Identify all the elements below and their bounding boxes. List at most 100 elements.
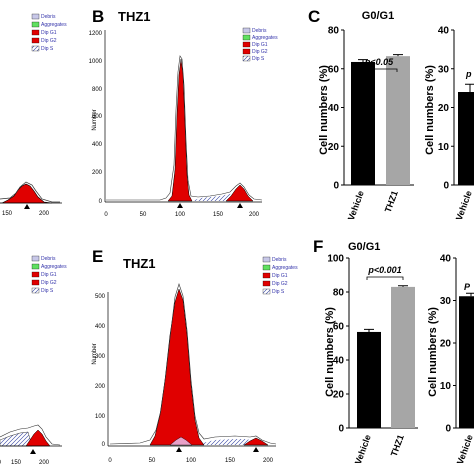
panel-e-histogram: E THZ1 Number 500 400 300 200 100 0 0 50… [92, 247, 298, 464]
panel-e-g1-marker [176, 447, 182, 452]
panel-b-g2-marker [237, 203, 243, 208]
panel-a-tick-150: 150 [2, 211, 13, 217]
panel-cr-ytick-label: 10 [438, 142, 450, 153]
panel-c-ytick-label: 60 [328, 64, 340, 75]
panel-b-xtick-0: 0 [104, 212, 108, 218]
panel-b-ytick-1000: 1000 [89, 59, 103, 65]
panel-e-ytick-200: 200 [95, 384, 106, 390]
panel-f-title: G0/G1 [348, 241, 380, 253]
panel-f-pvalue: p<0.001 [367, 265, 401, 275]
panel-c-right-bars [458, 83, 474, 185]
panel-e-outline [109, 283, 277, 445]
panel-b-ytick-200: 200 [92, 170, 103, 176]
panel-e-xtick-0: 0 [108, 458, 112, 464]
panel-a-legend-aggregates: Aggregates [41, 22, 67, 28]
panel-c-right-y-ticks: 0 10 20 30 40 [438, 26, 454, 192]
panel-c-bar-chart: C G0/G1 Cell numbers (%) 0 20 40 60 80 p<0.0… [308, 7, 414, 222]
panel-d-tick-150: 150 [11, 460, 22, 466]
panel-e-legend-aggregates: Aggregates [272, 265, 298, 271]
panel-c-errorbar-thz1 [393, 54, 403, 57]
panel-b-legend-debris-swatch [242, 27, 251, 34]
panel-c-cat-vehicle: Vehicle [346, 189, 366, 222]
panel-f-bar-thz1 [391, 286, 415, 428]
panel-c-right-cat-vehicle: Vehicle [454, 189, 474, 222]
panel-a-legend-g1: Dip G1 [41, 30, 57, 36]
panel-e-legend-g2: Dip G2 [272, 281, 288, 287]
panel-c-bars [351, 54, 410, 185]
panel-d-legend-g2: Dip G2 [41, 280, 57, 286]
panel-b-xtick-50: 50 [140, 212, 147, 218]
panel-f-right-bar-chart: Cell numbers (%) 0 10 20 30 40 P Vehicle [427, 254, 474, 466]
panel-a-g2-peak [0, 183, 53, 204]
panel-a-legend-s-swatch [31, 45, 40, 52]
panel-fr-ytick-label: 10 [440, 381, 452, 392]
panel-b-legend-debris: Debris [252, 28, 267, 34]
panel-f-ytick-label: 60 [333, 322, 345, 333]
panel-cr-bar-vehicle [458, 92, 474, 185]
panel-d-legend-debris: Debris [41, 256, 56, 262]
panel-c-ytick-label: 0 [333, 181, 339, 192]
panel-c-bar-vehicle [351, 61, 375, 185]
panel-e-ytick-100: 100 [95, 414, 106, 420]
panel-b-letter: B [92, 7, 104, 26]
panel-b-g1-marker [177, 203, 183, 208]
panel-cr-errorbar-vehicle [465, 83, 474, 92]
panel-b-xtick-100: 100 [175, 212, 186, 218]
panel-c-ytick-label: 20 [328, 142, 340, 153]
panel-e-ytick-300: 300 [95, 354, 106, 360]
panel-a-legend-debris-swatch [31, 13, 40, 20]
panel-b-g2-peak [225, 184, 254, 202]
panel-e-g2-peak [243, 437, 269, 446]
panel-f-ytick-label: 0 [338, 424, 344, 435]
panel-e-s-phase [198, 439, 252, 445]
panel-c-right-bar-chart: Cell numbers (%) 0 10 20 30 40 p Vehicle [424, 26, 474, 222]
panel-fr-ytick-label: 30 [440, 296, 452, 307]
panel-e-xtick-50: 50 [149, 458, 156, 464]
panel-c-letter: C [308, 7, 320, 26]
panel-e-xtick-100: 100 [186, 458, 197, 464]
panel-d-outline [0, 424, 61, 446]
panel-f-ytick-label: 80 [333, 288, 345, 299]
panel-c-significance-bracket [360, 68, 398, 72]
panel-f-right-ylabel: Cell numbers (%) [427, 307, 439, 397]
panel-cr-ytick-label: 20 [438, 103, 450, 114]
panel-f-significance-bracket [366, 276, 404, 280]
panel-f-ytick-label: 20 [333, 390, 345, 401]
panel-b-legend-s-swatch [242, 55, 251, 62]
panel-f-letter: F [313, 237, 323, 256]
panel-d-legend-aggregates: Aggregates [41, 264, 67, 270]
panel-fr-bar-vehicle [459, 296, 474, 428]
panel-cr-ytick-label: 0 [443, 181, 449, 192]
panel-f-right-y-ticks: 0 10 20 30 40 [440, 254, 456, 435]
panel-d-legend-g1: Dip G1 [41, 272, 57, 278]
panel-f-cat-thz1: THZ1 [389, 433, 406, 458]
panel-b-legend-aggregates: Aggregates [252, 35, 278, 41]
panel-a-legend-debris: Debris [41, 14, 56, 20]
panel-f-bars [357, 285, 415, 428]
panel-fr-ytick-label: 40 [440, 254, 452, 265]
panel-b-legend: Debris Aggregates Dip G1 Dip G2 Dip S [242, 27, 278, 62]
panel-a-legend-g1-swatch [31, 29, 40, 36]
panel-b-legend-g1-swatch [242, 41, 251, 48]
panel-d-s-phase [0, 431, 33, 447]
panel-d-legend-s: Dip S [41, 288, 54, 294]
panel-d-marker [30, 449, 36, 454]
panel-cr-ytick-label: 30 [438, 64, 450, 75]
panel-a-tick-200: 200 [39, 211, 50, 217]
panel-fr-ytick-label: 20 [440, 339, 452, 350]
panel-c-title: G0/G1 [362, 10, 394, 22]
panel-c-bar-thz1 [386, 56, 410, 185]
panel-f-errorbar-thz1 [398, 285, 408, 287]
panel-d-histogram: 100 150 200 Debris Aggregates Dip G1 Dip… [0, 255, 67, 466]
panel-a-outline [0, 181, 60, 203]
panel-f-right-pvalue: P [464, 282, 471, 292]
panel-b-legend-g2: Dip G2 [252, 49, 268, 55]
panel-c-pvalue: p<0.05 [364, 57, 394, 67]
panel-b-legend-aggregates-swatch [242, 34, 251, 41]
panel-d-legend-s-swatch [31, 287, 40, 294]
panel-d-legend-aggregates-swatch [31, 263, 40, 270]
panel-c-cat-thz1: THZ1 [383, 189, 400, 214]
panel-b-xtick-150: 150 [213, 212, 224, 218]
panel-a-legend-s: Dip S [41, 46, 54, 52]
